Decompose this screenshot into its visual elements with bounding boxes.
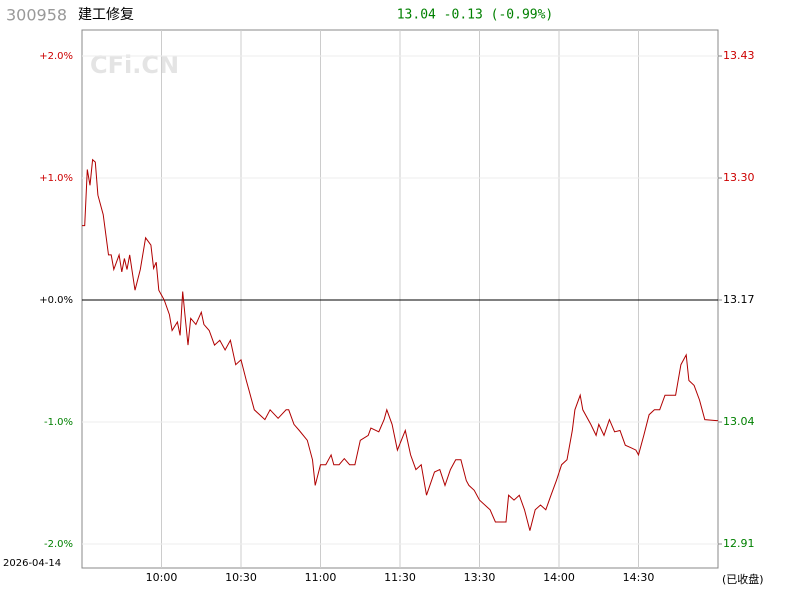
price-line — [82, 158, 719, 531]
date: 2026-04-14 — [3, 558, 61, 569]
y-tick-label: +2.0% — [39, 51, 73, 62]
x-tick-label: 11:30 — [384, 571, 416, 584]
x-tick-label: 14:30 — [623, 571, 655, 584]
watermark: CFi.CN — [90, 51, 179, 79]
stock-code: 300958 — [6, 6, 67, 25]
y2-tick-label: 13.04 — [723, 415, 755, 428]
y2-tick-label: 12.91 — [723, 537, 755, 550]
stock-name: 建工修复 — [78, 6, 134, 23]
x-tick-label: 13:30 — [464, 571, 496, 584]
status: (已收盘) — [722, 572, 764, 586]
x-tick-label: 11:00 — [305, 571, 337, 584]
y2-tick-label: 13.17 — [723, 293, 755, 306]
y-tick-label: +0.0% — [39, 295, 73, 306]
x-tick-label: 14:00 — [543, 571, 575, 584]
y-tick-label: +1.0% — [39, 173, 73, 184]
y-tick-label: -1.0% — [44, 417, 73, 428]
x-tick-label: 10:30 — [225, 571, 257, 584]
x-tick-label: 10:00 — [146, 571, 178, 584]
y-tick-label: -2.0% — [44, 539, 73, 550]
y2-tick-label: 13.43 — [723, 49, 755, 62]
quote: 13.04 -0.13 (-0.99%) — [397, 8, 554, 23]
y2-tick-label: 13.30 — [723, 171, 755, 184]
